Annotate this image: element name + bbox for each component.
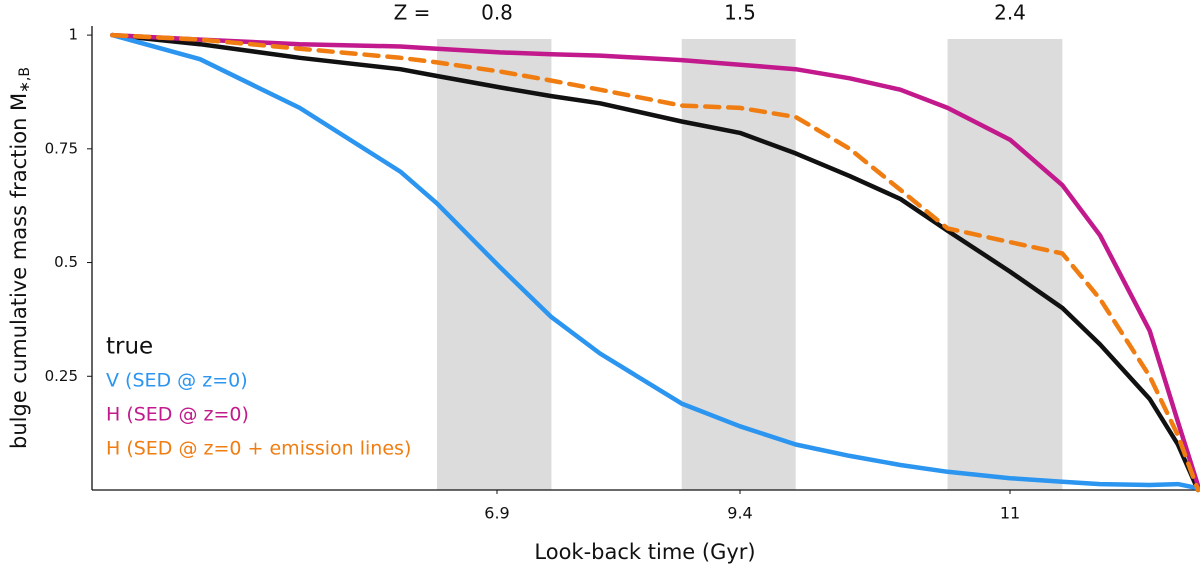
x-axis-label: Look-back time (Gyr) bbox=[534, 540, 755, 564]
legend-entry: H (SED @ z=0) bbox=[106, 404, 249, 426]
y-tick-label: 0.5 bbox=[54, 253, 78, 271]
redshift-band bbox=[947, 39, 1063, 490]
y-tick-label: 1 bbox=[68, 26, 78, 44]
legend-entry: V (SED @ z=0) bbox=[106, 370, 248, 392]
band-layer bbox=[437, 39, 1063, 490]
legend-entry: true bbox=[106, 334, 153, 360]
y-tick-label: 0.25 bbox=[45, 367, 78, 385]
x-tick-label: 6.9 bbox=[484, 504, 509, 523]
top-axis-label: 0.8 bbox=[481, 1, 513, 25]
y-tick-label: 0.75 bbox=[45, 139, 78, 157]
y-axis-label-sub: ∗,B bbox=[17, 67, 33, 93]
series-line bbox=[110, 32, 1200, 491]
top-axis-prefix: Z = bbox=[394, 1, 431, 25]
top-axis-label: 1.5 bbox=[724, 1, 756, 25]
x-tick-label: 11 bbox=[1000, 504, 1020, 523]
x-tick-label: 9.4 bbox=[727, 504, 752, 523]
y-axis-label-main: bulge cumulative mass fraction M bbox=[7, 93, 31, 449]
series-line bbox=[110, 32, 1200, 488]
top-axis-label: 2.4 bbox=[994, 1, 1026, 25]
legend-entry: H (SED @ z=0 + emission lines) bbox=[106, 438, 411, 460]
y-axis-label: bulge cumulative mass fraction M∗,B bbox=[7, 67, 33, 449]
series-line bbox=[110, 32, 1200, 493]
series-line bbox=[110, 32, 1200, 493]
